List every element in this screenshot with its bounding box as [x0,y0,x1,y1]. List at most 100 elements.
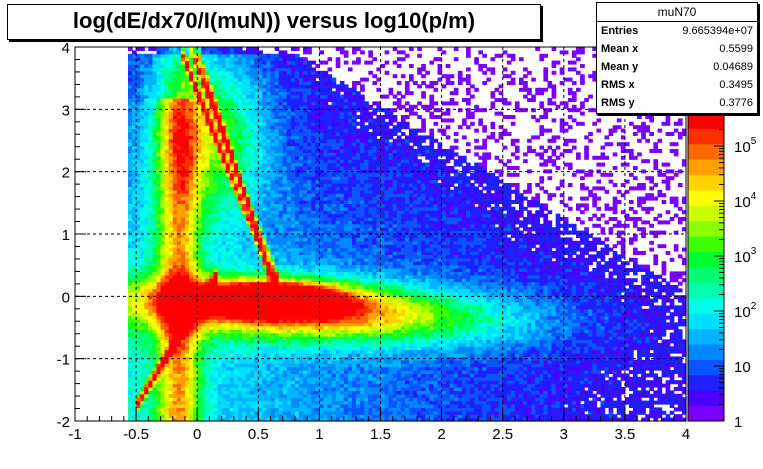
heatmap-cell [172,166,178,170]
heatmap-cell [148,302,153,306]
heatmap-cell [282,145,288,150]
heatmap-cell [156,254,162,259]
heatmap-cell [221,397,227,402]
heatmap-cell [132,349,137,354]
heatmap-cell [148,87,153,92]
heatmap-cell [201,128,206,133]
heatmap-cell [193,288,198,293]
heatmap-cell [213,189,219,194]
heatmap-cell [140,189,145,194]
heatmap-cell [168,159,174,164]
heatmap-cell [193,339,198,344]
heatmap-cell [168,121,174,126]
heatmap-cell [185,210,190,215]
heatmap-cell [193,390,198,395]
heatmap-cell [176,227,182,232]
heatmap-cell [189,353,194,357]
heatmap-cell [189,104,194,109]
heatmap-cell [242,278,247,283]
heatmap-cell [160,200,166,204]
heatmap-cell [213,138,219,143]
heatmap-cell [136,281,141,286]
heatmap-cell [132,244,137,249]
heatmap-cell [262,206,268,211]
heatmap-cell [128,254,133,259]
heatmap-cell [290,155,296,160]
heatmap-cell [156,329,162,334]
heatmap-cell [148,342,153,347]
heatmap-cell [250,329,255,334]
heatmap-cell [132,254,137,259]
heatmap-cell [258,145,263,150]
heatmap-cell [148,376,153,381]
heatmap-cell [136,319,141,323]
heatmap-cell [250,155,255,160]
heatmap-cell [250,179,255,184]
heatmap-cell [290,179,296,184]
heatmap-cell [258,380,263,385]
heatmap-cell [156,342,162,347]
heatmap-cell [201,223,206,228]
heatmap-cell [160,302,166,306]
heatmap-cell [152,149,158,153]
heatmap-cell [156,410,162,415]
heatmap-cell [172,196,178,201]
heatmap-cell [299,223,304,228]
heatmap-cell [168,183,174,187]
heatmap-cell [180,142,186,147]
heatmap-cell [229,47,235,51]
heatmap-cell [213,240,219,245]
heatmap-cell [160,115,166,119]
heatmap-cell [148,288,153,293]
heatmap-cell [156,142,162,147]
heatmap-cell [168,60,174,65]
heatmap-cell [160,77,166,82]
heatmap-cell [168,271,174,276]
heatmap-cell [205,346,210,351]
heatmap-cell [160,295,166,300]
heatmap-cell [160,132,166,136]
heatmap-cell [189,74,194,79]
heatmap-cell [180,257,186,262]
heatmap-cell [303,397,308,402]
heatmap-cell [168,132,174,136]
heatmap-cell [176,257,182,262]
heatmap-cell [189,179,194,184]
heatmap-cell [307,213,312,218]
heatmap-cell [132,376,137,381]
heatmap-cell [132,53,137,58]
heatmap-cell [168,288,174,293]
heatmap-cell [128,206,133,211]
heatmap-cell [140,322,145,327]
heatmap-cell [128,200,133,204]
heatmap-cell [160,47,166,51]
heatmap-cell [189,298,194,303]
heatmap-cell [282,346,288,351]
heatmap-cell [307,189,312,194]
heatmap-cell [128,363,133,368]
heatmap-cell [189,414,194,419]
heatmap-cell [144,213,149,218]
heatmap-cell [160,145,166,150]
heatmap-cell [180,101,186,106]
heatmap-cell [262,189,268,194]
heatmap-cell [156,57,162,62]
heatmap-cell [152,322,158,327]
heatmap-cell [128,60,133,65]
heatmap-cell [164,118,170,123]
heatmap-cell [136,274,141,279]
heatmap-cell [148,213,153,218]
heatmap-cell [290,172,296,177]
heatmap-cell [262,247,268,252]
heatmap-cell [156,308,162,313]
heatmap-cell [270,179,276,184]
heatmap-cell [176,138,182,143]
heatmap-cell [189,363,194,368]
heatmap-cell [266,363,272,368]
heatmap-cell [156,64,162,68]
heatmap-cell [250,380,255,385]
heatmap-cell [140,64,145,68]
heatmap-cell [168,397,174,402]
heatmap-cell [246,247,251,252]
heatmap-cell [140,121,145,126]
